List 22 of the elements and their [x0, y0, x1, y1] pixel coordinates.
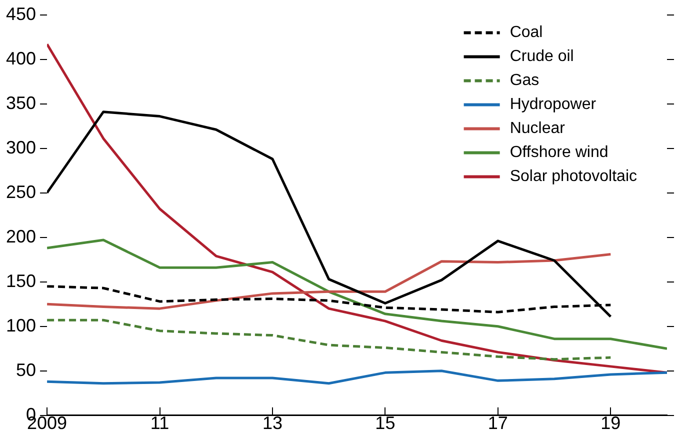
y-tick-label: 400 [6, 48, 36, 68]
legend-label: Solar photovoltaic [510, 168, 637, 186]
legend-label: Crude oil [510, 48, 574, 66]
x-tick-label: 17 [488, 413, 508, 434]
legend-label: Nuclear [510, 120, 566, 138]
legend-label: Offshore wind [510, 144, 608, 162]
x-tick-label: 11 [150, 413, 170, 434]
y-tick-label: 350 [6, 92, 36, 113]
x-tick-label: 15 [375, 413, 396, 434]
y-tick-label: 150 [6, 270, 36, 291]
line-series [47, 318, 612, 361]
x-tick-label: 19 [600, 413, 621, 434]
y-tick-label: 100 [6, 315, 36, 336]
x-tick-label: 13 [262, 413, 282, 434]
y-tick-label: 200 [6, 226, 36, 246]
legend-label: Coal [510, 24, 543, 42]
legend-label: Hydropower [510, 96, 597, 114]
y-tick-label: 250 [6, 182, 36, 202]
y-tick-label: 50 [16, 360, 36, 380]
y-tick-label: 450 [6, 4, 36, 24]
legend-label: Gas [510, 72, 540, 90]
y-tick-label: 300 [6, 137, 36, 158]
